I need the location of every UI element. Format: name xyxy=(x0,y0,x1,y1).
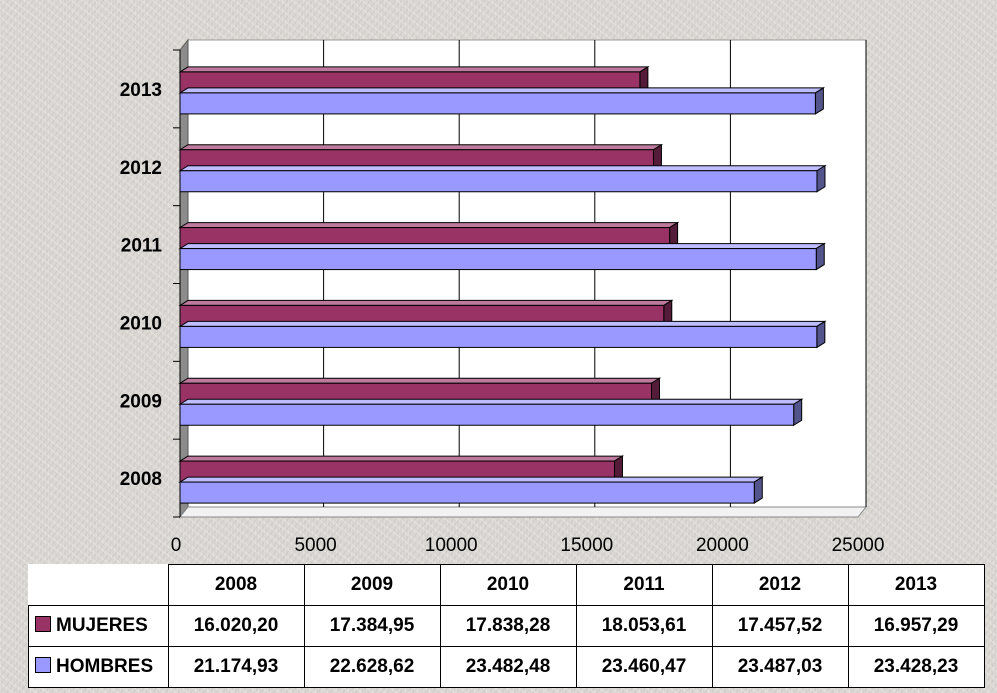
bar-top-face xyxy=(178,243,826,250)
legend-swatch-hombres xyxy=(35,657,51,673)
table-cell: 18.053,61 xyxy=(575,605,713,647)
bar-front-face xyxy=(179,170,818,193)
bar-side-face xyxy=(816,164,826,193)
bar-top-face xyxy=(178,222,680,229)
x-tick-label: 5000 xyxy=(294,535,336,556)
bar-hombres-2013 xyxy=(178,87,826,115)
bar-side-face xyxy=(753,476,763,504)
table-header-2010: 2010 xyxy=(439,564,577,606)
table-cell: 23.482,48 xyxy=(439,646,577,688)
bar-top-face xyxy=(178,398,804,405)
bar-front-face xyxy=(179,403,795,426)
plot-floor xyxy=(178,506,868,518)
bar-front-face xyxy=(179,248,817,271)
table-cell: 16.957,29 xyxy=(847,605,985,647)
table-cell: 17.838,28 xyxy=(439,605,577,647)
x-tick-label: 0 xyxy=(171,535,182,556)
bar-front-face xyxy=(179,325,818,348)
bar-chart: 0 5000 10000 15000 20000 25000 2008 2009 2010 201… xyxy=(120,38,885,556)
table-header-2011: 2011 xyxy=(575,564,713,606)
bar-hombres-2008 xyxy=(178,476,765,504)
bar-hombres-2011 xyxy=(178,242,826,271)
bar-side-face xyxy=(814,87,824,115)
legend-label-hombres: HOMBRES xyxy=(56,656,154,677)
bar-top-face xyxy=(178,455,625,462)
table-corner xyxy=(29,565,169,606)
bar-side-face xyxy=(793,398,803,427)
y-tick-label: 2008 xyxy=(120,469,162,490)
table-row-mujeres: MUJERES 16.020,20 17.384,95 17.838,28 18… xyxy=(28,605,985,647)
bar-hombres-2012 xyxy=(178,164,827,193)
table-cell: 23.460,47 xyxy=(575,646,713,688)
bar-top-face xyxy=(178,377,662,384)
table-header-2009: 2009 xyxy=(303,564,441,606)
bar-front-face xyxy=(179,481,755,504)
table-header-2012: 2012 xyxy=(711,564,849,606)
x-tick-label: 25000 xyxy=(832,535,885,556)
bar-top-face xyxy=(178,165,827,172)
table-row-hombres: HOMBRES 21.174,93 22.628,62 23.482,48 23… xyxy=(28,646,985,688)
table-cell: 16.020,20 xyxy=(167,605,305,647)
table-cell: 23.428,23 xyxy=(847,646,985,688)
x-tick-label: 20000 xyxy=(696,535,749,556)
bar-top-face xyxy=(178,87,826,94)
bar-side-face xyxy=(816,320,826,349)
bar-top-face xyxy=(178,144,664,151)
y-tick-label: 2009 xyxy=(120,391,162,412)
legend-label-mujeres: MUJERES xyxy=(56,615,148,636)
bar-top-face xyxy=(178,476,765,483)
bar-top-face xyxy=(178,299,674,306)
bar-hombres-2010 xyxy=(178,320,827,349)
table-header-2008: 2008 xyxy=(167,564,305,606)
y-tick-label: 2011 xyxy=(121,236,163,257)
table-cell: 22.628,62 xyxy=(303,646,441,688)
table-header-row: 2008 2009 2010 2011 2012 2013 xyxy=(29,564,985,606)
legend-mujeres: MUJERES xyxy=(28,605,169,647)
data-table: 2008 2009 2010 2011 2012 2013 MUJERES 16… xyxy=(28,564,985,688)
legend-hombres: HOMBRES xyxy=(28,646,169,688)
y-tick-label: 2012 xyxy=(120,158,162,179)
table-header-2013: 2013 xyxy=(847,564,985,606)
x-tick-label: 15000 xyxy=(560,535,613,556)
legend-swatch-mujeres xyxy=(35,616,51,632)
table-cell: 17.457,52 xyxy=(711,605,849,647)
bar-side-face xyxy=(815,242,825,271)
bar-front-face xyxy=(179,92,816,115)
bar-top-face xyxy=(178,320,827,327)
bar-hombres-2009 xyxy=(178,398,804,427)
table-cell: 23.487,03 xyxy=(711,646,849,688)
table-cell: 17.384,95 xyxy=(303,605,441,647)
bar-top-face xyxy=(178,66,650,73)
table-cell: 21.174,93 xyxy=(167,646,305,688)
y-tick-label: 2013 xyxy=(120,80,162,101)
y-tick-label: 2010 xyxy=(120,313,162,334)
x-tick-label: 10000 xyxy=(425,535,478,556)
